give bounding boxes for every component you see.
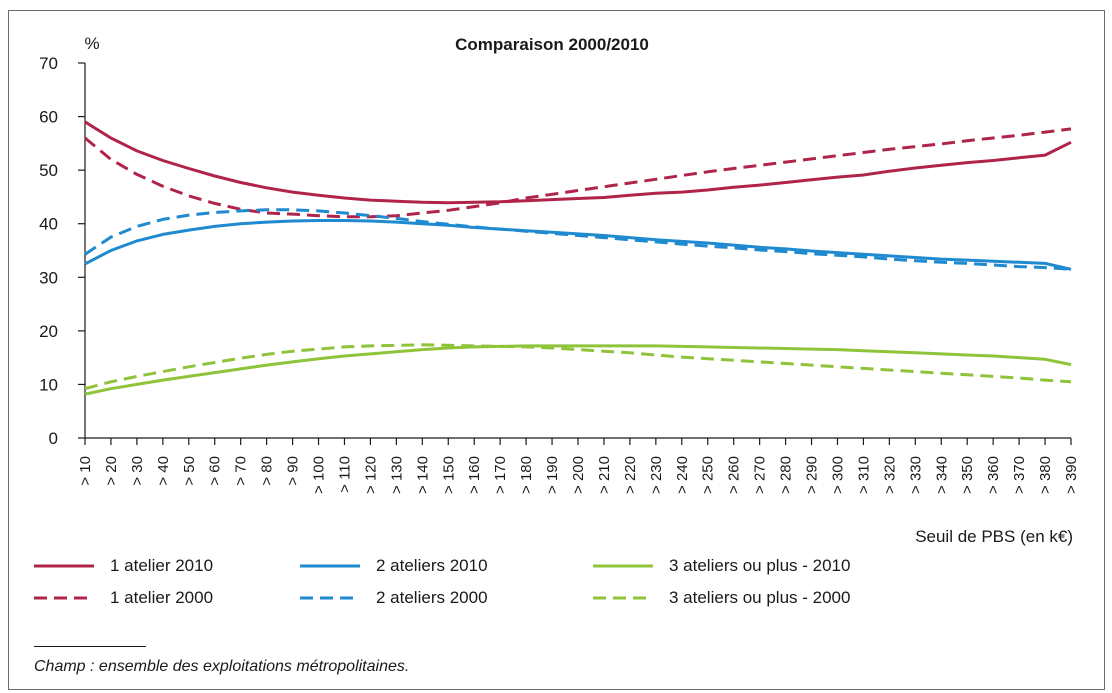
x-tick-label: > 220 (622, 456, 639, 494)
legend-swatch (593, 596, 653, 600)
legend-label: 2 ateliers 2010 (376, 556, 488, 575)
legend-swatch (593, 564, 653, 568)
x-tick-label: > 380 (1037, 456, 1054, 494)
x-tick-label: > 40 (155, 456, 172, 486)
x-tick-label: > 320 (881, 456, 898, 494)
x-tick-label: > 190 (544, 456, 561, 494)
legend-label: 2 ateliers 2000 (376, 588, 488, 607)
series-line-1-atelier-2000 (84, 127, 1072, 219)
series-line-3-ateliers-ou-plus-2000 (84, 343, 1072, 391)
x-tick-label: > 10 (77, 456, 94, 486)
x-axis-title: Seuil de PBS (en k€) (915, 527, 1073, 546)
x-tick-label: > 390 (1063, 456, 1080, 494)
x-tick-label: > 50 (181, 456, 198, 486)
series-line-3-ateliers-ou-plus-2010 (84, 344, 1072, 396)
y-tick-label: 40 (39, 215, 58, 234)
legend-label: 1 atelier 2010 (110, 556, 214, 575)
legend-label: 3 ateliers ou plus - 2010 (669, 556, 851, 575)
y-axis-unit-label: % (84, 34, 99, 53)
series-line-2-ateliers-2000 (84, 208, 1072, 271)
legend-label: 1 atelier 2000 (110, 588, 214, 607)
legend-swatch (34, 564, 94, 568)
y-tick-label: 50 (39, 161, 58, 180)
x-tick-label: > 230 (648, 456, 665, 494)
x-tick-label: > 260 (726, 456, 743, 494)
x-tick-label: > 180 (518, 456, 535, 494)
x-tick-label: > 30 (129, 456, 146, 486)
chart-frame (8, 10, 1105, 690)
x-tick-label: > 60 (207, 456, 224, 486)
x-tick-label: > 150 (440, 456, 457, 494)
x-tick-label: > 240 (674, 456, 691, 494)
legend-item: 3 ateliers ou plus - 2010 (593, 556, 850, 576)
x-tick-label: > 170 (492, 456, 509, 494)
legend-label: 3 ateliers ou plus - 2000 (669, 588, 851, 607)
x-tick-label: > 200 (570, 456, 587, 494)
x-tick-label: > 330 (907, 456, 924, 494)
footnote-rule (34, 646, 146, 647)
x-tick-label: > 300 (829, 456, 846, 494)
footnote: Champ : ensemble des exploitations métro… (34, 658, 410, 675)
legend-swatch (34, 596, 94, 600)
x-tick-label: > 210 (596, 456, 613, 494)
x-tick-label: > 140 (414, 456, 431, 494)
x-tick-label: > 370 (1011, 456, 1028, 494)
legend-swatch (300, 564, 360, 568)
y-tick-label: 20 (39, 322, 58, 341)
legend-item: 2 ateliers 2000 (300, 588, 488, 608)
x-tick-label: > 120 (362, 456, 379, 494)
x-tick-label: > 270 (752, 456, 769, 494)
x-tick-label: > 80 (259, 456, 276, 486)
x-tick-label: > 20 (103, 456, 120, 486)
x-tick-label: > 90 (285, 456, 302, 486)
x-tick-label: > 100 (311, 456, 328, 494)
y-tick-label: 30 (39, 268, 58, 287)
series-layer (84, 120, 1072, 396)
x-tick-label: > 290 (804, 456, 821, 494)
legend-item: 2 ateliers 2010 (300, 556, 488, 576)
x-tick-label: > 160 (466, 456, 483, 494)
x-tick-label: > 340 (933, 456, 950, 494)
series-line-1-atelier-2010 (84, 120, 1072, 205)
x-tick-label: > 110 (336, 456, 353, 493)
y-tick-label: 10 (39, 375, 58, 394)
x-tick-label: > 130 (388, 456, 405, 494)
legend-swatch (300, 596, 360, 600)
x-tick-label: > 250 (700, 456, 717, 494)
y-tick-label: 60 (39, 108, 58, 127)
x-tick-label: > 360 (985, 456, 1002, 494)
top-margin (0, 0, 1112, 9)
y-tick-label: 70 (39, 54, 58, 73)
x-tick-label: > 70 (233, 456, 250, 486)
x-tick-label: > 350 (959, 456, 976, 494)
x-tick-label: > 280 (778, 456, 795, 494)
x-tick-label: > 310 (855, 456, 872, 494)
y-tick-label: 0 (49, 429, 58, 448)
legend-item: 1 atelier 2010 (34, 556, 213, 576)
legend-item: 3 ateliers ou plus - 2000 (593, 588, 850, 608)
series-line-2-ateliers-2010 (84, 219, 1072, 271)
legend-item: 1 atelier 2000 (34, 588, 213, 608)
axes: 0 10 20 30 40 50 60 70 > 10 > 20 > 30 > 40 > 50 > 60 >… (39, 54, 1080, 494)
chart-title: Comparaison 2000/2010 (455, 35, 649, 54)
